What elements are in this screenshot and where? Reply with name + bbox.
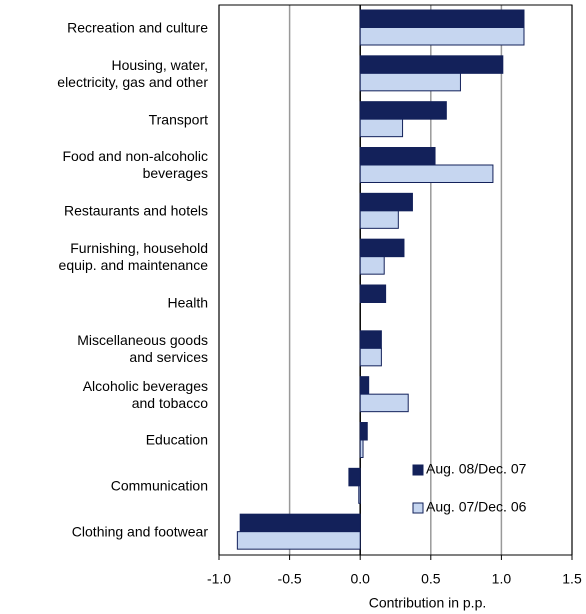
bar xyxy=(359,27,525,46)
legend-swatch xyxy=(412,464,424,476)
bar xyxy=(359,164,494,183)
y-tick-label: Housing, water, electricity, gas and oth… xyxy=(57,56,208,90)
x-tick-label: -1.0 xyxy=(207,571,231,587)
bar xyxy=(359,192,413,212)
y-tick-label: Health xyxy=(167,294,208,311)
plot-frame xyxy=(218,4,573,556)
bar xyxy=(359,147,436,166)
y-tick-label: Clothing and footwear xyxy=(71,523,208,540)
y-tick-label: Miscellaneous goods and services xyxy=(77,331,208,365)
x-tick-label: 0.5 xyxy=(421,571,441,587)
bar xyxy=(359,118,404,138)
y-tick-label: Food and non-alcoholic beverages xyxy=(62,148,208,182)
bar xyxy=(359,9,525,28)
bar xyxy=(359,284,387,303)
legend-swatch xyxy=(412,502,424,514)
bar xyxy=(359,330,382,349)
x-tick-label: 1.0 xyxy=(492,571,512,587)
x-axis-label: Contribution in p.p. xyxy=(369,595,487,611)
bar xyxy=(359,347,382,367)
bar xyxy=(348,467,361,487)
x-tick-label: -0.5 xyxy=(278,571,302,587)
bar xyxy=(359,101,447,120)
bar xyxy=(236,531,361,550)
bar xyxy=(359,256,385,275)
bar xyxy=(359,376,370,395)
bar xyxy=(359,393,409,413)
bar xyxy=(358,485,361,504)
x-tick-label: 0.0 xyxy=(350,571,370,587)
bar xyxy=(359,55,504,74)
y-tick-label: Communication xyxy=(110,477,208,494)
y-tick-label: Recreation and culture xyxy=(67,19,208,36)
bar xyxy=(239,513,361,533)
legend-label: Aug. 07/Dec. 06 xyxy=(426,499,527,515)
bar xyxy=(359,210,399,229)
x-tick-label: 1.5 xyxy=(562,571,582,587)
bar xyxy=(359,238,405,258)
y-tick-label: Furnishing, household equip. and mainten… xyxy=(58,240,208,274)
bar xyxy=(359,422,368,441)
bar xyxy=(359,439,364,458)
bar xyxy=(359,72,461,92)
y-tick-label: Alcoholic beverages and tobacco xyxy=(82,377,208,411)
legend-label: Aug. 08/Dec. 07 xyxy=(426,461,527,477)
y-tick-label: Restaurants and hotels xyxy=(64,202,208,219)
y-tick-label: Transport xyxy=(148,111,208,128)
y-tick-label: Education xyxy=(145,431,208,448)
